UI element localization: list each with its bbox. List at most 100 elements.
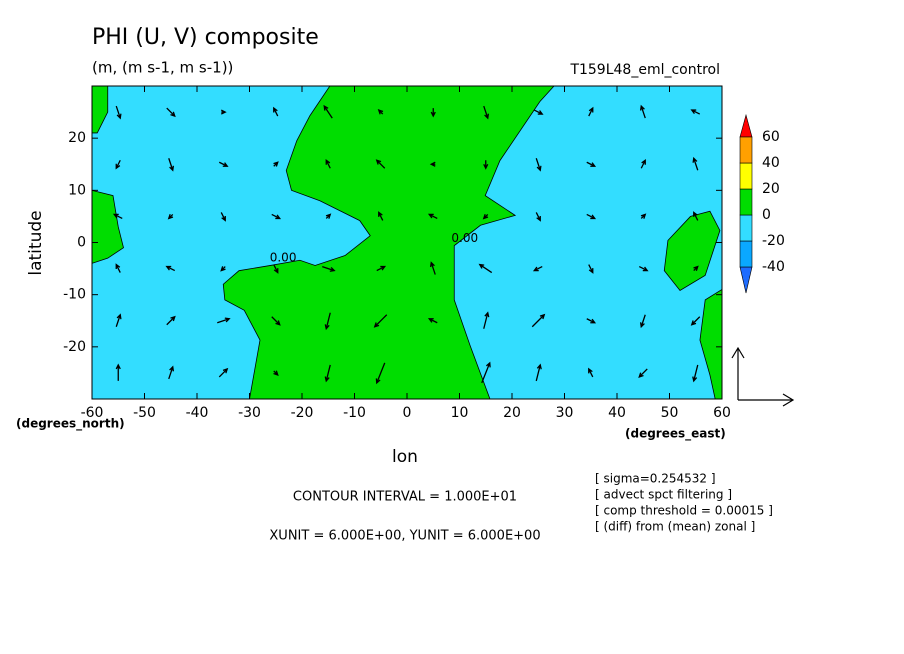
contour-label: 0.00 — [270, 251, 297, 265]
wind-vector — [588, 264, 594, 274]
wind-vector — [478, 263, 493, 274]
wind-vector — [378, 211, 384, 221]
reference-vector — [731, 346, 795, 407]
contour-region — [663, 210, 721, 292]
wind-vector — [322, 265, 336, 272]
colorbar-band — [739, 162, 753, 190]
wind-vector — [640, 158, 646, 169]
wind-vector — [640, 213, 647, 219]
wind-vector — [115, 363, 121, 381]
x-tick-label: -20 — [291, 405, 314, 421]
y-tick-label: -10 — [63, 287, 86, 303]
wind-vector — [586, 213, 597, 220]
wind-vector — [375, 362, 386, 385]
wind-vector — [690, 109, 701, 115]
wind-vector — [115, 105, 122, 120]
wind-vector — [427, 213, 438, 219]
x-tick-label: -30 — [238, 405, 261, 421]
y-axis-label: latitude — [26, 210, 46, 275]
wind-vector — [167, 213, 174, 220]
contour-interval: CONTOUR INTERVAL = 1.000E+01 — [293, 490, 517, 505]
wind-vector — [376, 265, 387, 272]
y-tick-label: 20 — [68, 130, 86, 146]
wind-vector — [531, 313, 546, 328]
wind-vector — [533, 109, 544, 115]
wind-vector — [639, 314, 646, 329]
wind-vector — [115, 263, 121, 273]
colorbar-extend — [739, 266, 753, 294]
y-tick-label: -20 — [63, 339, 86, 355]
wind-vector — [168, 158, 175, 172]
contour-label: 0.00 — [451, 231, 478, 245]
colorbar-label: -20 — [762, 233, 785, 249]
wind-vector — [273, 370, 279, 376]
wind-vector — [115, 159, 121, 170]
x-tick-label: 0 — [403, 405, 412, 421]
x-tick-label: 40 — [608, 405, 626, 421]
wind-vector — [427, 318, 438, 324]
wind-vector — [166, 315, 176, 326]
wind-vector — [483, 160, 489, 170]
wind-vector — [271, 213, 282, 220]
x-tick-label: -40 — [186, 405, 209, 421]
colorbar-label: 60 — [762, 129, 780, 145]
wind-vector — [692, 364, 699, 383]
x-tick-label: -60 — [81, 405, 104, 421]
wind-vector — [639, 104, 646, 119]
wind-vector — [429, 261, 436, 275]
x-tick-label: -10 — [343, 405, 366, 421]
wind-vector — [273, 161, 279, 167]
y-tick-label: 0 — [77, 235, 86, 251]
wind-vector — [532, 266, 543, 272]
experiment-label: T159L48_eml_control — [569, 62, 720, 78]
wind-vector — [638, 266, 649, 272]
colorbar-extend — [739, 113, 753, 138]
colorbar-label: 0 — [762, 207, 771, 223]
wind-vector — [692, 156, 699, 171]
wind-vector — [324, 312, 331, 331]
note: [ sigma=0.254532 ] — [595, 472, 716, 486]
wind-vector — [483, 311, 490, 329]
wind-vector — [165, 265, 176, 272]
note: [ comp threshold = 0.00015 ] — [595, 504, 773, 518]
x-tick-label: 30 — [556, 405, 574, 421]
wind-vector — [115, 313, 122, 327]
wind-vector — [218, 161, 229, 167]
wind-vector — [220, 266, 226, 272]
colorbar-band — [739, 214, 753, 242]
x-units: (degrees_east) — [625, 427, 726, 442]
x-tick-label: 20 — [503, 405, 521, 421]
wind-vector — [377, 109, 384, 115]
wind-vector — [273, 264, 279, 274]
colorbar-label: 20 — [762, 181, 780, 197]
wind-vector — [220, 109, 227, 115]
wind-vector — [271, 316, 281, 326]
note: [ (diff) from (mean) zonal ] — [595, 520, 755, 534]
wind-vector — [217, 317, 231, 324]
x-axis-label: lon — [392, 447, 418, 467]
wind-vector — [324, 364, 331, 383]
wind-vector — [168, 365, 175, 380]
wind-vector — [220, 212, 226, 222]
wind-vector — [638, 368, 648, 378]
note: [ advect spct filtering ] — [595, 488, 732, 502]
contour-region — [222, 85, 555, 400]
wind-vector — [535, 363, 542, 382]
wind-vector — [535, 158, 542, 172]
colorbar-label: 40 — [762, 155, 780, 171]
wind-vector — [375, 159, 386, 169]
colorbar-label: -40 — [762, 259, 785, 275]
wind-vector — [693, 265, 699, 272]
colorbar-band — [739, 188, 753, 216]
wind-vector — [373, 314, 388, 328]
wind-vector — [112, 213, 123, 219]
colorbar-band — [739, 240, 753, 268]
wind-vector — [430, 108, 436, 118]
wind-vector — [273, 106, 279, 117]
wind-vector — [325, 213, 332, 219]
wind-vector — [482, 213, 489, 220]
x-tick-label: 60 — [713, 405, 731, 421]
wind-vector — [586, 161, 597, 167]
wind-vector — [325, 158, 331, 169]
